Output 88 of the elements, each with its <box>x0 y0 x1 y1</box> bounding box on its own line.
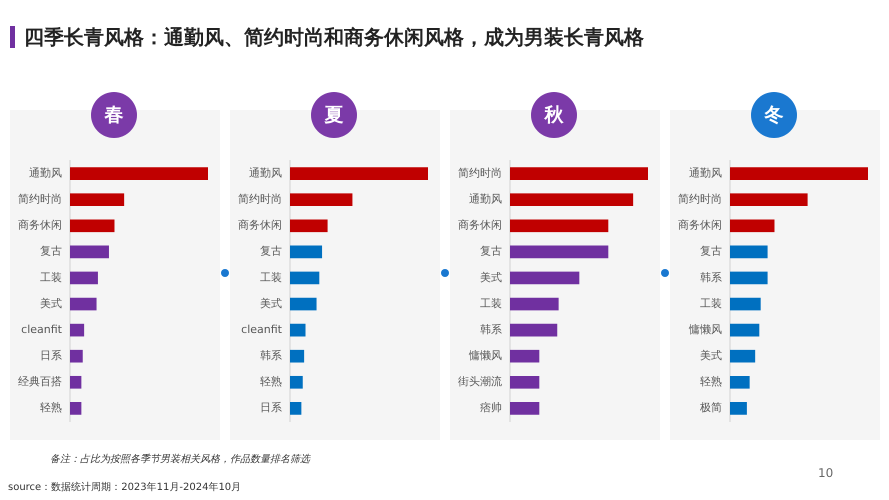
y-tick-label: 商务休闲 <box>458 218 502 232</box>
y-tick-label: 工装 <box>480 296 502 310</box>
bar <box>290 402 302 415</box>
bar <box>70 350 83 363</box>
y-tick-label: 美式 <box>40 296 62 310</box>
y-tick-label: 极简 <box>699 401 722 414</box>
bar <box>70 298 97 310</box>
y-tick-label: 韩系 <box>480 322 502 336</box>
bar <box>290 350 304 363</box>
y-tick-label: 美式 <box>700 349 722 362</box>
bar <box>510 167 648 180</box>
text: 四季长青风格：通勤风、简约时尚和商务休闲风格，成为男装长青风格 <box>24 24 644 51</box>
bar <box>510 376 540 389</box>
bar <box>290 219 328 232</box>
bar <box>730 298 761 310</box>
bar <box>70 219 114 232</box>
bar <box>730 193 808 206</box>
y-tick-label: 慵懒风 <box>468 349 502 362</box>
bar <box>730 246 768 258</box>
bar <box>290 246 322 258</box>
y-tick-label: 商务休闲 <box>238 218 282 232</box>
bar <box>510 350 540 363</box>
bar <box>70 376 82 389</box>
bar <box>290 272 320 284</box>
bar <box>290 376 303 389</box>
y-tick-label: 商务休闲 <box>678 218 722 232</box>
bar <box>70 167 208 180</box>
y-tick-label: 轻熟 <box>260 375 282 388</box>
chart-title: 夏 <box>311 92 357 138</box>
y-tick-label: 美式 <box>260 296 282 310</box>
y-tick-label: 日系 <box>260 401 282 414</box>
y-tick-label: 慵懒风 <box>688 322 722 336</box>
bar <box>290 298 317 310</box>
bar <box>510 219 608 232</box>
y-tick-label: 简约时尚 <box>458 166 502 180</box>
bar <box>290 193 352 206</box>
y-tick-label: 通勤风 <box>469 192 502 206</box>
y-tick-label: 简约时尚 <box>18 192 62 206</box>
y-tick-label: 复古 <box>260 244 282 258</box>
bar <box>730 219 774 232</box>
bar <box>510 193 634 206</box>
bar <box>730 324 760 336</box>
bar <box>510 246 608 258</box>
y-tick-label: 复古 <box>480 244 502 258</box>
y-tick-label: 通勤风 <box>689 166 722 180</box>
bar <box>290 167 428 180</box>
y-tick-label: 简约时尚 <box>678 192 722 206</box>
bar <box>70 246 109 258</box>
y-tick-label: 痞帅 <box>480 401 502 414</box>
text: 备注：占比为按照各季节男装相关风格，作品数量排名筛选 <box>50 452 310 466</box>
y-tick-label: 轻熟 <box>700 375 722 388</box>
bar <box>730 376 750 389</box>
source-note: source：数据统计周期：2023年11月-2024年10月 <box>8 480 242 494</box>
text: 10 <box>818 466 834 480</box>
chart-title: 秋 <box>531 92 577 138</box>
y-tick-label: 复古 <box>700 244 722 258</box>
bar <box>510 402 540 415</box>
y-tick-label: 韩系 <box>260 349 282 362</box>
bar <box>510 324 558 336</box>
bar <box>70 272 98 284</box>
chart-title: 春 <box>91 92 137 138</box>
bar <box>70 402 82 415</box>
bar <box>730 167 868 180</box>
y-tick-label: 日系 <box>40 349 62 362</box>
y-tick-label: 通勤风 <box>29 166 62 180</box>
bar <box>70 324 84 336</box>
bar <box>730 402 747 415</box>
bar <box>510 272 580 284</box>
y-tick-label: 街头潮流 <box>458 375 502 388</box>
y-tick-label: 美式 <box>480 270 502 284</box>
y-tick-label: 复古 <box>40 244 62 258</box>
bar <box>510 298 559 310</box>
y-tick-label: 工装 <box>260 270 282 284</box>
y-tick-label: 工装 <box>700 296 722 310</box>
y-tick-label: cleanfit <box>241 322 283 336</box>
bar <box>290 324 306 336</box>
y-tick-label: 简约时尚 <box>238 192 282 206</box>
y-tick-label: cleanfit <box>21 322 63 336</box>
y-tick-label: 轻熟 <box>40 401 62 414</box>
y-tick-label: 经典百搭 <box>18 375 62 388</box>
y-tick-label: 商务休闲 <box>18 218 62 232</box>
chart-title: 冬 <box>751 92 797 138</box>
bar <box>730 272 768 284</box>
y-tick-label: 韩系 <box>700 270 722 284</box>
y-tick-label: 工装 <box>40 270 62 284</box>
bar <box>70 193 124 206</box>
bar <box>730 350 756 363</box>
y-tick-label: 通勤风 <box>249 166 282 180</box>
